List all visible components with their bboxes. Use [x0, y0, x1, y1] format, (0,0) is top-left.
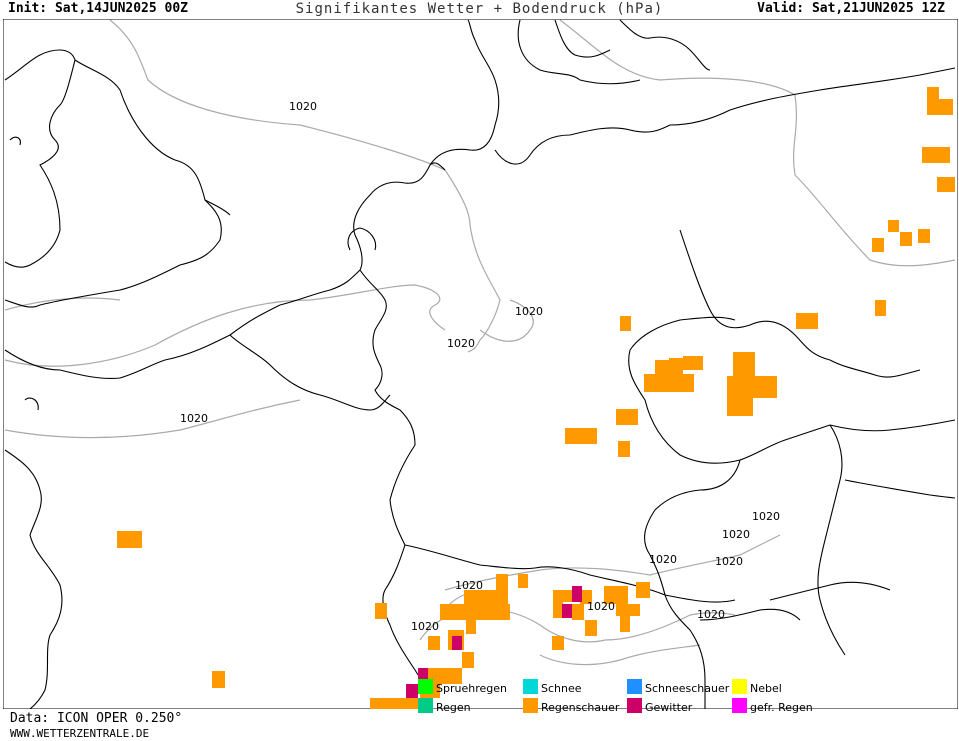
isobar-label: 1020 [515, 305, 543, 318]
legend-label-regen: Regen [436, 701, 471, 714]
isobar-label: 1020 [447, 337, 475, 350]
legend-swatch-regen [418, 698, 433, 713]
legend-label-schnee: Schnee [541, 682, 582, 695]
legend-swatch-schneeschauer [627, 679, 642, 694]
thunderstorm-areas [406, 586, 582, 698]
isobar-label: 1020 [411, 620, 439, 633]
legend-swatch-schnee [523, 679, 538, 694]
isobar-label: 1020 [697, 608, 725, 621]
coastlines-borders [4, 19, 956, 709]
isobar-label: 1020 [752, 510, 780, 523]
valid-time: Valid: Sat,21JUN2025 12Z [757, 1, 945, 16]
legend-label-spruehregen: Spruehregen [436, 682, 507, 695]
isobar-label: 1020 [455, 579, 483, 592]
website: WWW.WETTERZENTRALE.DE [10, 727, 150, 740]
weather-map: 1020 1020 1020 1020 1020 1020 1020 1020 … [3, 19, 958, 709]
legend-label-schneeschauer: Schneeschauer [645, 682, 730, 695]
isobar-label: 1020 [180, 412, 208, 425]
legend-label-regenschauer: Regenschauer [541, 701, 620, 714]
init-time: Init: Sat,14JUN2025 00Z [8, 1, 189, 16]
legend-swatch-gefr-regen [732, 698, 747, 713]
legend-label-gefr-regen: gefr. Regen [750, 701, 813, 714]
legend-swatch-spruehregen [418, 679, 433, 694]
legend-label-nebel: Nebel [750, 682, 782, 695]
isobar-label: 1020 [722, 528, 750, 541]
legend-swatch-nebel [732, 679, 747, 694]
isobar-label: 1020 [649, 553, 677, 566]
isobar-label: 1020 [587, 600, 615, 613]
isobar-label: 1020 [289, 100, 317, 113]
isobar-label: 1020 [715, 555, 743, 568]
legend-swatch-regenschauer [523, 698, 538, 713]
legend-label-gewitter: Gewitter [645, 701, 693, 714]
map-title: Signifikantes Wetter + Bodendruck (hPa) [295, 1, 664, 17]
data-source: Data: ICON OPER 0.250° [10, 711, 183, 726]
isobar-labels: 1020 1020 1020 1020 1020 1020 1020 1020 … [180, 100, 780, 633]
legend-swatch-gewitter [627, 698, 642, 713]
showers-areas [117, 87, 955, 709]
